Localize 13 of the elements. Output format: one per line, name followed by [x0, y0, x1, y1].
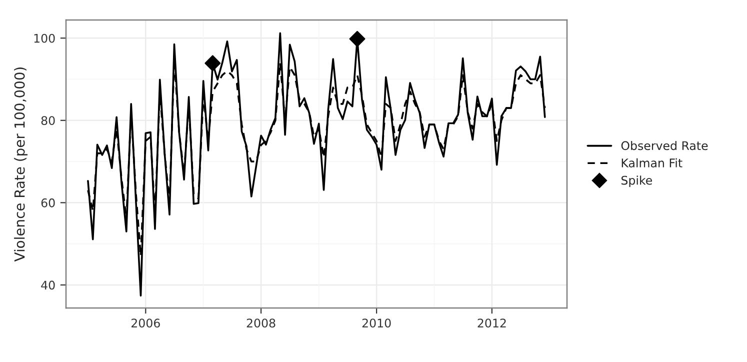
- legend-label: Observed Rate: [621, 140, 708, 150]
- y-tick-label: 40: [41, 280, 55, 290]
- legend-label: Spike: [621, 176, 652, 188]
- y-tick-label: 60: [41, 198, 55, 208]
- legend-label: Kalman Fit: [622, 158, 682, 168]
- y-tick-label: 80: [41, 116, 55, 126]
- y-axis-title: Violence Rate (per 100,000): [14, 68, 28, 262]
- x-tick-label: 2008: [246, 318, 276, 328]
- x-tick-label: 2010: [362, 318, 391, 328]
- y-tick-label: 100: [34, 34, 55, 43]
- x-tick-label: 2006: [131, 318, 160, 328]
- line-series: [87, 32, 546, 297]
- x-tick-label: 2012: [478, 318, 506, 328]
